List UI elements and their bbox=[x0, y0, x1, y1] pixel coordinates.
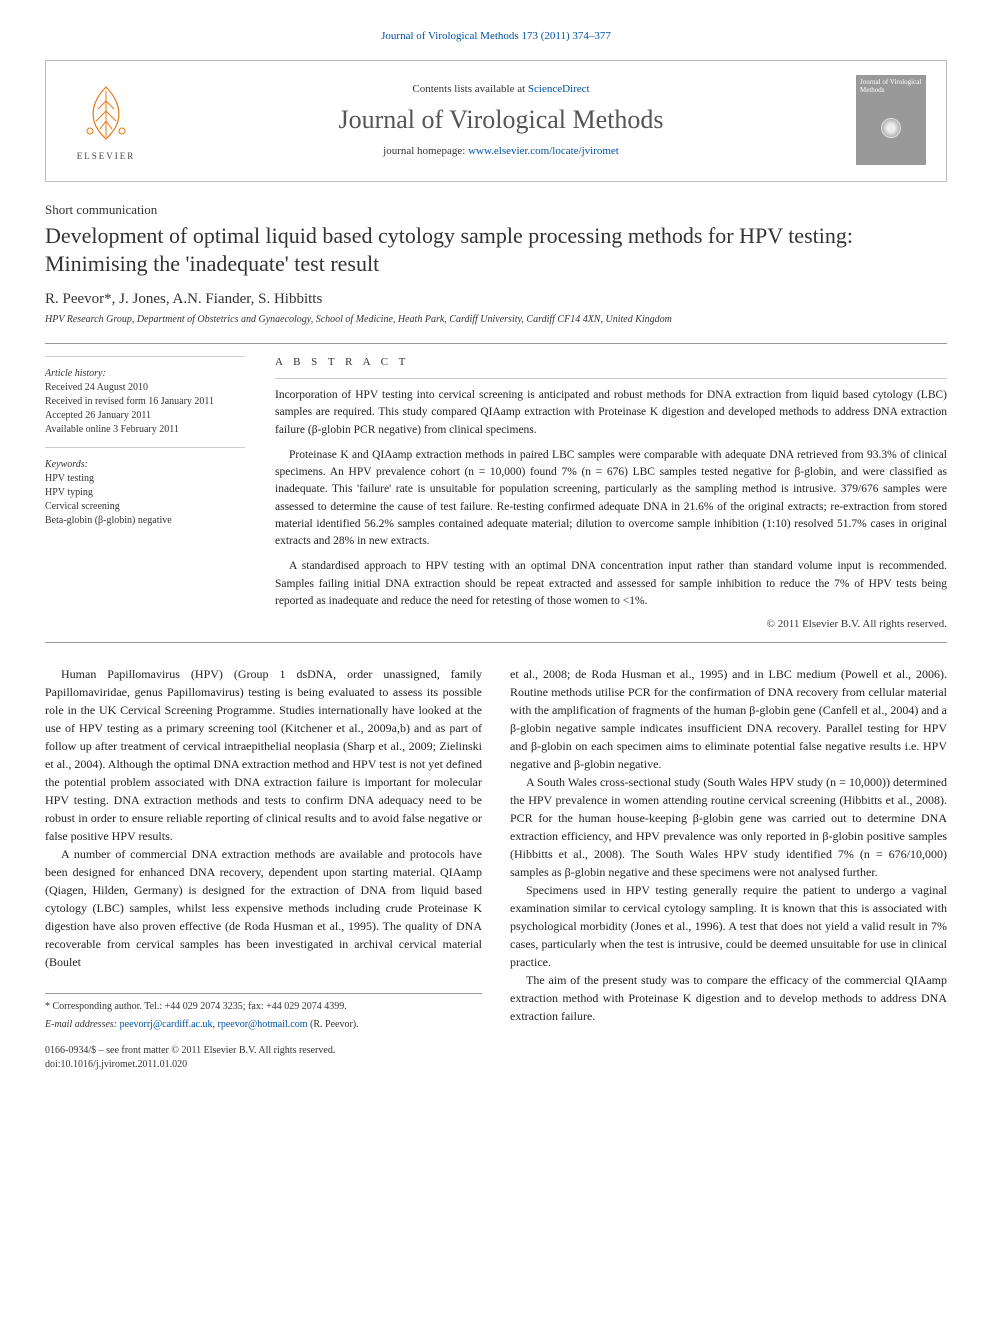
keywords-heading: Keywords: bbox=[45, 458, 245, 472]
article-title: Development of optimal liquid based cyto… bbox=[45, 222, 947, 277]
keyword: Cervical screening bbox=[45, 500, 245, 514]
contents-line: Contents lists available at ScienceDirec… bbox=[146, 83, 856, 95]
doi-line: doi:10.1016/j.jviromet.2011.01.020 bbox=[45, 1058, 482, 1072]
body-column-right: et al., 2008; de Roda Husman et al., 199… bbox=[510, 665, 947, 1072]
copyright: © 2011 Elsevier B.V. All rights reserved… bbox=[275, 618, 947, 630]
meta-abstract-row: Article history: Received 24 August 2010… bbox=[45, 356, 947, 630]
divider bbox=[275, 378, 947, 379]
abstract-paragraph: Incorporation of HPV testing into cervic… bbox=[275, 387, 947, 439]
received-date: Received 24 August 2010 bbox=[45, 381, 245, 395]
elsevier-tree-icon bbox=[76, 79, 136, 149]
abstract-heading: A B S T R A C T bbox=[275, 356, 947, 368]
contents-prefix: Contents lists available at bbox=[412, 83, 527, 95]
email-line: E-mail addresses: peevorrj@cardiff.ac.uk… bbox=[45, 1018, 482, 1032]
corresponding-author-block: * Corresponding author. Tel.: +44 029 20… bbox=[45, 993, 482, 1032]
header-center: Contents lists available at ScienceDirec… bbox=[146, 83, 856, 157]
online-date: Available online 3 February 2011 bbox=[45, 423, 245, 437]
keyword: Beta-globin (β-globin) negative bbox=[45, 514, 245, 528]
body-paragraph: Specimens used in HPV testing generally … bbox=[510, 881, 947, 971]
journal-name: Journal of Virological Methods bbox=[146, 105, 856, 135]
revised-date: Received in revised form 16 January 2011 bbox=[45, 395, 245, 409]
authors: R. Peevor*, J. Jones, A.N. Fiander, S. H… bbox=[45, 291, 947, 308]
cover-circle-icon bbox=[881, 118, 901, 138]
email-link[interactable]: peevorrj@cardiff.ac.uk bbox=[120, 1019, 213, 1030]
homepage-line: journal homepage: www.elsevier.com/locat… bbox=[146, 145, 856, 157]
body-paragraph: A South Wales cross-sectional study (Sou… bbox=[510, 773, 947, 881]
accepted-date: Accepted 26 January 2011 bbox=[45, 409, 245, 423]
section-label: Short communication bbox=[45, 202, 947, 218]
homepage-url[interactable]: www.elsevier.com/locate/jviromet bbox=[468, 145, 619, 157]
journal-header-volume: 173 (2011) 374–377 bbox=[521, 30, 610, 42]
body-paragraph: et al., 2008; de Roda Husman et al., 199… bbox=[510, 665, 947, 773]
divider bbox=[45, 343, 947, 344]
email-who: (R. Peevor). bbox=[310, 1019, 359, 1030]
homepage-prefix: journal homepage: bbox=[383, 145, 468, 157]
affiliation: HPV Research Group, Department of Obstet… bbox=[45, 314, 947, 325]
divider bbox=[45, 447, 245, 448]
elsevier-logo: ELSEVIER bbox=[66, 75, 146, 165]
divider bbox=[45, 642, 947, 643]
doi-block: 0166-0934/$ – see front matter © 2011 El… bbox=[45, 1044, 482, 1072]
journal-cover: Journal of Virological Methods bbox=[856, 75, 926, 165]
journal-header-name: Journal of Virological Methods bbox=[381, 30, 519, 42]
body-paragraph: Human Papillomavirus (HPV) (Group 1 dsDN… bbox=[45, 665, 482, 845]
body-columns: Human Papillomavirus (HPV) (Group 1 dsDN… bbox=[45, 665, 947, 1072]
journal-cover-text: Journal of Virological Methods bbox=[860, 79, 922, 94]
corresponding-author-label: * Corresponding author. Tel.: +44 029 20… bbox=[45, 1000, 482, 1014]
sciencedirect-link[interactable]: ScienceDirect bbox=[528, 83, 590, 95]
email-link[interactable]: rpeevor@hotmail.com bbox=[218, 1019, 308, 1030]
journal-header-link[interactable]: Journal of Virological Methods 173 (2011… bbox=[45, 30, 947, 42]
body-paragraph: A number of commercial DNA extraction me… bbox=[45, 845, 482, 971]
abstract-paragraph: A standardised approach to HPV testing w… bbox=[275, 558, 947, 610]
article-history-heading: Article history: bbox=[45, 367, 245, 381]
issn-line: 0166-0934/$ – see front matter © 2011 El… bbox=[45, 1044, 482, 1058]
journal-header-box: ELSEVIER Contents lists available at Sci… bbox=[45, 60, 947, 182]
abstract-col: A B S T R A C T Incorporation of HPV tes… bbox=[275, 356, 947, 630]
abstract-paragraph: Proteinase K and QIAamp extraction metho… bbox=[275, 447, 947, 551]
email-label: E-mail addresses: bbox=[45, 1019, 117, 1030]
body-column-left: Human Papillomavirus (HPV) (Group 1 dsDN… bbox=[45, 665, 482, 1072]
article-info-col: Article history: Received 24 August 2010… bbox=[45, 356, 245, 630]
keyword: HPV typing bbox=[45, 486, 245, 500]
divider bbox=[45, 356, 245, 357]
body-paragraph: The aim of the present study was to comp… bbox=[510, 971, 947, 1025]
keyword: HPV testing bbox=[45, 472, 245, 486]
elsevier-text: ELSEVIER bbox=[77, 151, 136, 161]
